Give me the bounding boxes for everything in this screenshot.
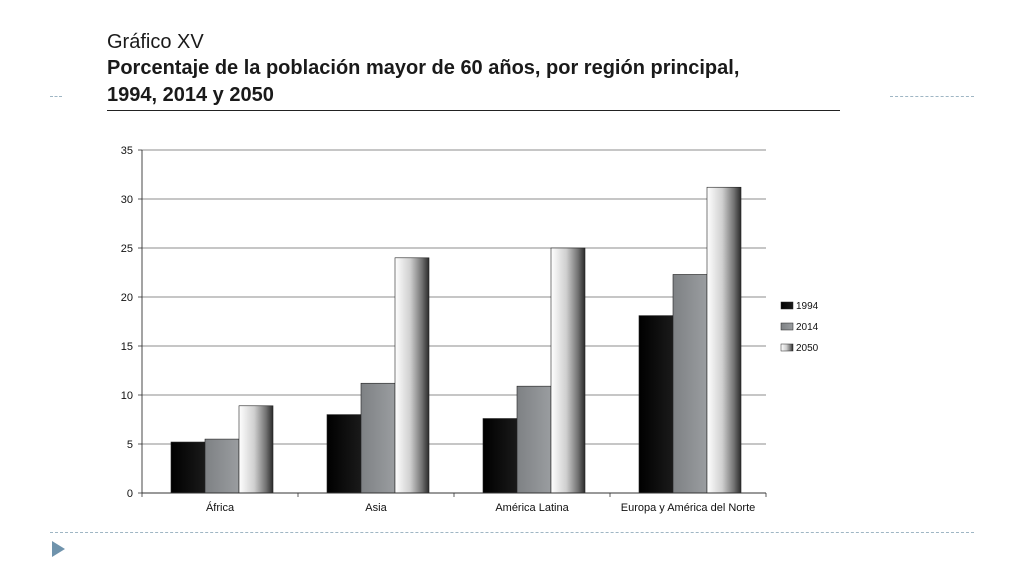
y-tick-label: 20 <box>121 292 133 304</box>
title-underline <box>107 110 840 111</box>
bar-2014-3 <box>672 274 708 494</box>
y-tick-label: 25 <box>121 243 133 255</box>
bar-1994-2 <box>482 418 518 494</box>
bar-1994-0 <box>170 441 206 494</box>
axis-layer: 0 5 10 15 20 25 30 35 África Asia América Latina Eu… <box>121 145 767 514</box>
legend-label-2050: 2050 <box>796 343 819 354</box>
y-tick-label: 0 <box>127 488 133 500</box>
legend-label-1994: 1994 <box>796 301 819 312</box>
bar-2050-0 <box>238 405 274 494</box>
x-tick-label: Asia <box>365 502 387 514</box>
bar-1994-3 <box>638 315 674 494</box>
legend-swatch-1994 <box>780 301 794 310</box>
y-tick-label: 15 <box>121 341 133 353</box>
y-tick-label: 5 <box>127 439 133 451</box>
y-tick-label: 10 <box>121 390 133 402</box>
x-tick-label: Europa y América del Norte <box>621 502 756 514</box>
x-tick-label: África <box>206 501 235 514</box>
bar-2014-2 <box>516 385 552 494</box>
chart-heading: Gráfico XV Porcentaje de la población ma… <box>107 30 847 108</box>
bars-layer <box>170 186 742 494</box>
bar-2014-1 <box>360 382 396 494</box>
x-tick-label: América Latina <box>495 502 569 514</box>
y-tick-label: 35 <box>121 145 133 157</box>
legend-swatch-2014 <box>780 322 794 331</box>
y-tick-label: 30 <box>121 194 133 206</box>
figure-number: Gráfico XV <box>107 31 204 53</box>
bar-2050-2 <box>550 247 586 494</box>
bar-1994-1 <box>326 414 362 494</box>
bar-2050-3 <box>706 186 742 494</box>
top-right-dashed-divider <box>890 96 974 97</box>
legend: 1994 2014 2050 <box>780 301 819 354</box>
bar-2050-1 <box>394 257 430 494</box>
top-left-dashed-divider <box>50 96 62 97</box>
legend-label-2014: 2014 <box>796 322 819 333</box>
figure-title-line-1: Porcentaje de la población mayor de 60 a… <box>107 57 740 79</box>
triangle-bullet-icon <box>52 541 65 557</box>
figure-title-line-2: 1994, 2014 y 2050 <box>107 84 274 106</box>
legend-swatch-2050 <box>780 343 794 352</box>
bottom-dashed-divider <box>50 532 974 533</box>
bar-2014-0 <box>204 438 240 494</box>
